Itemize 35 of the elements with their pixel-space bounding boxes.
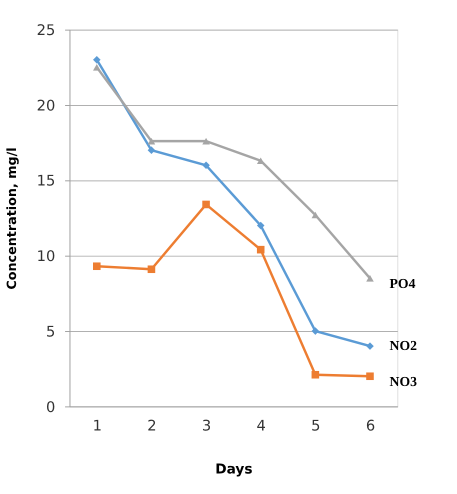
point [366, 372, 374, 380]
point [93, 262, 101, 270]
point [202, 138, 210, 144]
x-tick-label: 3 [202, 417, 212, 434]
point [148, 265, 156, 274]
series-label: PO4 [390, 276, 416, 292]
point [256, 157, 264, 164]
point [93, 56, 101, 64]
point [312, 370, 320, 379]
point [93, 64, 101, 71]
point [312, 327, 320, 335]
point [256, 246, 264, 254]
point [202, 161, 210, 170]
y-tick-label: 10 [36, 248, 56, 266]
series-label: NO2 [390, 338, 418, 354]
x-tick-label: 2 [147, 417, 157, 434]
x-tick-label: 6 [366, 417, 376, 434]
series-label: NO3 [390, 374, 418, 390]
y-axis-title: Concentration, mg/l [4, 147, 20, 290]
point [312, 212, 320, 218]
point [256, 222, 264, 230]
y-tick-label: 25 [36, 22, 56, 40]
y-tick-label: 15 [36, 172, 56, 190]
x-tick-label: 1 [92, 417, 102, 434]
x-tick-label: 4 [256, 417, 266, 434]
point [366, 342, 374, 350]
y-tick-label: 5 [46, 323, 56, 340]
point [148, 146, 156, 154]
x-tick-label: 5 [311, 417, 321, 434]
point [202, 200, 210, 208]
point [366, 275, 374, 282]
point [148, 138, 156, 144]
y-tick-label: 20 [36, 97, 56, 114]
x-axis-title: Days [215, 461, 253, 478]
y-tick-label: 0 [46, 398, 56, 416]
